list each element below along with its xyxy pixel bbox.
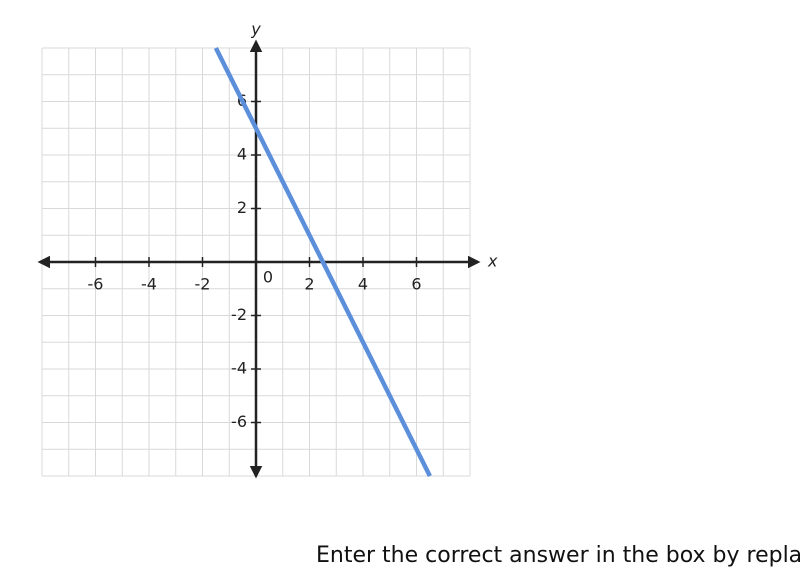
y-tick-label: 4 — [237, 145, 247, 164]
x-tick-label: 0 — [263, 268, 273, 287]
y-tick-label: -2 — [231, 305, 247, 324]
prompt-text: Enter the correct answer in the box by r… — [316, 543, 800, 568]
x-tick-label: -4 — [141, 275, 157, 294]
y-axis-label: y — [250, 20, 261, 39]
x-tick-label: 2 — [304, 275, 314, 294]
x-tick-label: -2 — [195, 275, 211, 294]
x-tick-label: 6 — [411, 275, 421, 294]
x-tick-label: 4 — [358, 275, 368, 294]
y-tick-label: -6 — [231, 412, 247, 431]
prompt: Enter the correct answer in the box by r… — [316, 543, 800, 568]
line — [213, 46, 432, 478]
y-tick-label: 2 — [237, 198, 247, 217]
y-tick-label: -4 — [231, 359, 247, 378]
x-axis-label: x — [487, 252, 498, 271]
x-tick-label: -6 — [88, 275, 104, 294]
